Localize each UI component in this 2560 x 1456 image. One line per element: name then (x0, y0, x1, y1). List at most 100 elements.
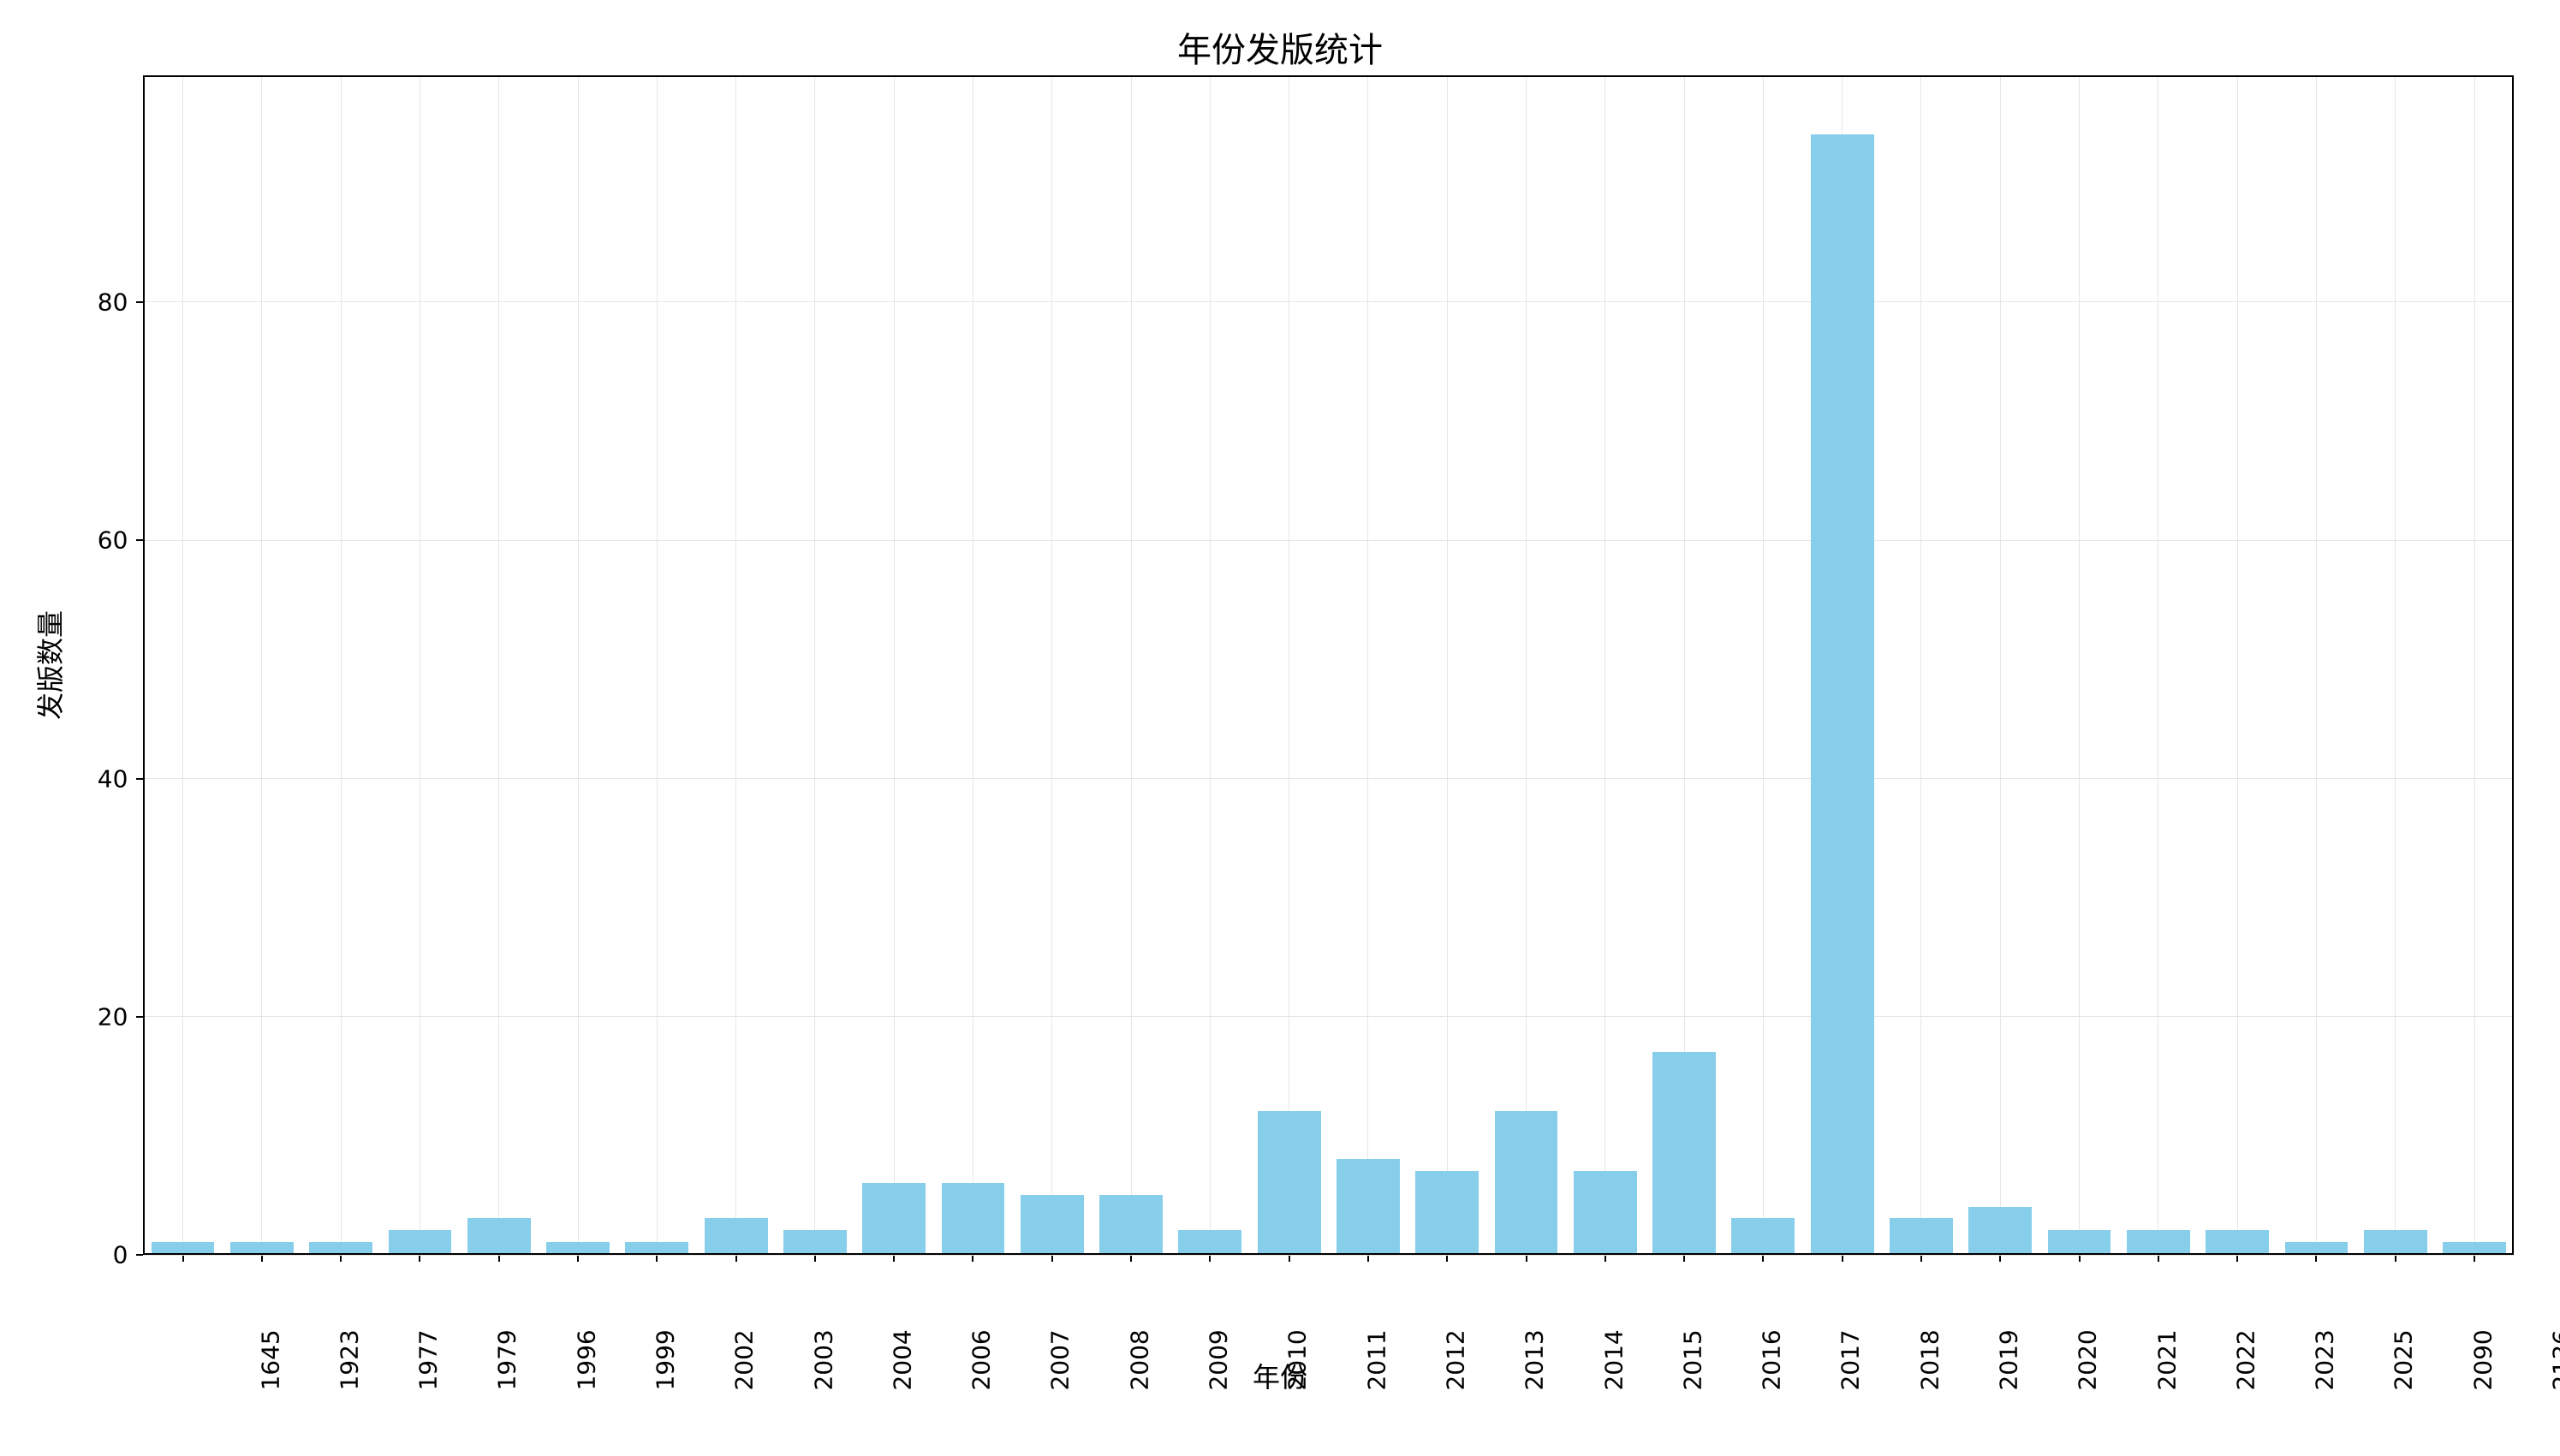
x-tick-label: 1979 (493, 1330, 521, 1391)
x-tick-mark (656, 1255, 658, 1262)
x-tick-label: 2015 (1678, 1330, 1706, 1391)
bars-layer (143, 75, 2514, 1255)
x-tick-mark (2236, 1255, 2238, 1262)
bar (783, 1230, 847, 1255)
bar (2285, 1242, 2349, 1255)
bar (230, 1242, 294, 1255)
bar (546, 1242, 610, 1255)
x-tick-label: 1923 (335, 1330, 363, 1391)
x-tick-label: 2013 (1521, 1330, 1549, 1391)
bar (1574, 1171, 1637, 1255)
y-tick-mark (136, 1016, 143, 1018)
y-tick-label: 40 (98, 764, 128, 793)
figure: 年份发版统计 发版数量 年份 1645192319771979199619992… (0, 0, 2560, 1456)
x-tick-mark (2315, 1255, 2317, 1262)
x-tick-mark (577, 1255, 579, 1262)
bar (1099, 1195, 1163, 1256)
x-tick-mark (972, 1255, 973, 1262)
x-tick-mark (1367, 1255, 1369, 1262)
bar (2443, 1242, 2506, 1255)
bar (625, 1242, 688, 1255)
bar (1890, 1218, 1953, 1255)
bar (1258, 1111, 1321, 1255)
x-tick-mark (1999, 1255, 2001, 1262)
x-tick-mark (1920, 1255, 1922, 1262)
x-tick-mark (498, 1255, 500, 1262)
bar (389, 1230, 452, 1255)
x-tick-label: 2003 (809, 1330, 837, 1391)
x-tick-label: 2002 (730, 1330, 759, 1391)
x-tick-mark (1209, 1255, 1211, 1262)
x-tick-label: 2006 (967, 1330, 995, 1391)
x-tick-label: 2023 (2310, 1330, 2338, 1391)
y-tick-mark (136, 778, 143, 780)
bar (1021, 1195, 1084, 1256)
bar (309, 1242, 372, 1255)
x-tick-label: 1996 (572, 1330, 600, 1391)
x-tick-mark (1683, 1255, 1685, 1262)
x-tick-label: 2018 (1915, 1330, 1944, 1391)
x-tick-label: 2004 (888, 1330, 916, 1391)
x-tick-label: 2020 (2074, 1330, 2102, 1391)
x-tick-label: 2025 (2390, 1330, 2418, 1391)
x-tick-mark (419, 1255, 420, 1262)
x-tick-label: 2136 (2547, 1330, 2560, 1391)
bar (1337, 1159, 1400, 1255)
x-tick-mark (1604, 1255, 1606, 1262)
x-tick-label: 2014 (1599, 1330, 1628, 1391)
x-tick-label: 2016 (1757, 1330, 1785, 1391)
x-tick-label: 2010 (1283, 1330, 1312, 1391)
bar (152, 1242, 215, 1255)
x-tick-label: 2011 (1362, 1330, 1390, 1391)
y-tick-mark (136, 301, 143, 303)
x-tick-mark (261, 1255, 263, 1262)
bar (942, 1183, 1005, 1256)
bar (2206, 1230, 2269, 1255)
bar (705, 1218, 768, 1255)
x-tick-mark (1051, 1255, 1053, 1262)
x-tick-mark (1762, 1255, 1764, 1262)
y-tick-label: 60 (98, 526, 128, 555)
x-tick-mark (2474, 1255, 2475, 1262)
x-tick-label: 1645 (256, 1330, 284, 1391)
x-tick-mark (1130, 1255, 1132, 1262)
bar (2127, 1230, 2190, 1255)
x-tick-label: 2022 (2231, 1330, 2259, 1391)
x-tick-label: 2021 (2152, 1330, 2181, 1391)
x-tick-label: 2008 (1125, 1330, 1153, 1391)
y-tick-label: 20 (98, 1002, 128, 1031)
bar (2364, 1230, 2427, 1255)
bar (1178, 1230, 1241, 1255)
x-tick-mark (893, 1255, 895, 1262)
chart-title: 年份发版统计 (0, 22, 2560, 72)
x-tick-mark (182, 1255, 184, 1262)
bar (862, 1183, 926, 1256)
x-tick-label: 2007 (1046, 1330, 1075, 1391)
x-tick-mark (735, 1255, 737, 1262)
plot-area (143, 75, 2514, 1255)
bar (2048, 1230, 2111, 1255)
bar (1731, 1218, 1795, 1255)
x-tick-mark (1289, 1255, 1290, 1262)
y-tick-label: 80 (98, 288, 128, 316)
x-tick-mark (2158, 1255, 2159, 1262)
x-tick-label: 1977 (414, 1330, 442, 1391)
x-tick-mark (1446, 1255, 1448, 1262)
x-tick-mark (1842, 1255, 1843, 1262)
bar (1811, 134, 1874, 1255)
y-tick-mark (136, 1254, 143, 1256)
x-tick-mark (340, 1255, 342, 1262)
y-axis-label: 发版数量 (29, 610, 68, 720)
x-tick-mark (814, 1255, 816, 1262)
bar (467, 1218, 531, 1255)
y-tick-mark (136, 539, 143, 541)
x-tick-label: 2017 (1837, 1330, 1865, 1391)
y-tick-label: 0 (113, 1241, 128, 1269)
x-tick-label: 2090 (2468, 1330, 2497, 1391)
bar (1652, 1052, 1716, 1256)
x-tick-mark (1526, 1255, 1527, 1262)
x-tick-label: 2009 (1204, 1330, 1232, 1391)
bar (1968, 1207, 2032, 1256)
x-tick-label: 2012 (1441, 1330, 1469, 1391)
x-tick-label: 2019 (1994, 1330, 2022, 1391)
